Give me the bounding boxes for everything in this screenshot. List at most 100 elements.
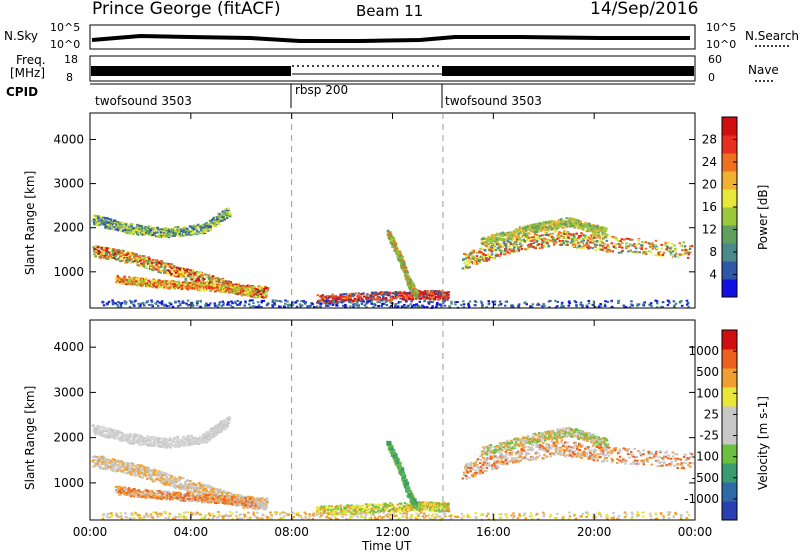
scatter-cell-2 [113,226,116,228]
scatter-cell-0 [158,264,162,267]
scatter-cell-0 [132,252,136,255]
scatter-cell-4 [389,231,392,234]
scatter-cell-1 [116,275,120,278]
scatter-cell-5 [613,243,617,246]
scatter-cell-7 [378,301,382,304]
scatter-cell-0 [113,252,117,255]
scatter-cell-7 [319,302,323,305]
scatter-cell-7 [673,304,677,307]
scatter-cell-2 [229,215,232,218]
scatter-cell-7 [525,303,528,306]
scatter-cell-3 [398,291,402,294]
scatter-cell-0 [111,468,114,471]
scatter-cell-3 [338,298,341,301]
colorbar-segment [722,117,737,136]
scatter-cell-1 [223,283,226,286]
scatter-cell-6 [524,226,528,229]
scatter-cell-0 [106,465,109,468]
scatter-cell-2 [201,224,205,227]
scatter-cell-7 [221,300,224,303]
scatter-cell-0 [111,463,114,466]
scatter-cell-7 [473,300,477,303]
scatter-cell-6 [572,223,576,226]
scatter-cell-1 [197,288,201,291]
scatter-cell-3 [440,290,443,293]
scatter-cell-5 [491,247,494,249]
colorbar-segment [722,225,737,244]
scatter-cell-0 [205,275,208,278]
scatter-cell-0 [129,467,133,469]
scatter-cell-5 [494,243,497,246]
scatter-cell-5 [679,245,683,248]
scatter-cell-0 [191,276,194,279]
scatter-cell-5 [489,256,492,259]
scatter-cell-2 [116,221,120,224]
scatter-cell-5 [503,240,506,243]
scatter-cell-0 [112,248,115,251]
scatter-cell-3 [390,297,393,299]
scatter-cell-7 [480,301,484,304]
scatter-cell-3 [372,296,375,299]
scatter-cell-1 [181,284,184,287]
scatter-cell-4 [404,278,408,281]
scatter-cell-0 [98,464,101,467]
scatter-cell-6 [597,233,600,236]
scatter-cell-7 [393,304,397,307]
scatter-cell-1 [158,279,161,282]
scatter-cell-7 [204,304,207,307]
scatter-cell-1 [240,287,244,290]
scatter-cell-7 [547,300,551,303]
scatter-cell-5 [547,240,550,243]
scatter-cell-7 [473,304,477,306]
scatter-cell-0 [97,249,101,252]
scatter-cell-6 [586,225,589,228]
scatter-cell-0 [151,473,155,476]
scatter-cell-5 [673,247,677,250]
scatter-cell-7 [124,302,127,305]
scatter-cell-2 [102,218,105,221]
scatter-cell-2 [130,232,133,235]
scatter-cell-1 [176,283,180,286]
scatter-cell-1 [196,282,199,285]
scatter-cell-0 [160,266,163,269]
scatter-cell-7 [111,303,115,306]
scatter-cell-3 [441,295,445,298]
scatter-cell-5 [510,248,513,251]
scatter-cell-5 [618,243,622,246]
scatter-cell-0 [133,260,137,262]
scatter-cell-7 [381,303,384,306]
scatter-cell-3 [387,293,390,296]
scatter-cell-5 [614,236,618,239]
scatter-cell-5 [470,252,473,255]
scatter-cell-5 [561,232,565,235]
scatter-cell-4 [389,241,392,244]
scatter-cell-7 [518,303,521,306]
scatter-cell-5 [635,247,638,250]
scatter-cell-4 [415,290,419,293]
scatter-cell-5 [658,251,662,253]
scatter-cell-5 [644,241,648,243]
scatter-cell-7 [654,299,657,302]
scatter-cell-2 [217,219,220,222]
scatter-cell-7 [554,299,557,302]
scatter-cell-2 [176,226,180,229]
scatter-cell-7 [284,302,287,305]
scatter-cell-6 [596,224,599,227]
scatter-cell-5 [583,236,587,239]
scatter-cell-2 [94,215,97,217]
scatter-cell-6 [553,220,556,223]
scatter-cell-5 [672,255,676,258]
scatter-cell-1 [165,283,168,286]
scatter-cell-5 [487,246,491,249]
scatter-cell-0 [135,470,139,473]
scatter-cell-5 [472,261,476,264]
scatter-cell-7 [568,300,571,303]
scatter-cell-5 [610,235,613,238]
scatter-cell-1 [163,282,167,285]
scatter-cell-1 [127,282,130,285]
scatter-cell-2 [107,221,111,224]
scatter-cell-0 [113,464,117,467]
scatter-cell-6 [571,221,574,224]
scatter-cell-0 [101,463,104,465]
scatter-cell-7 [416,305,420,308]
